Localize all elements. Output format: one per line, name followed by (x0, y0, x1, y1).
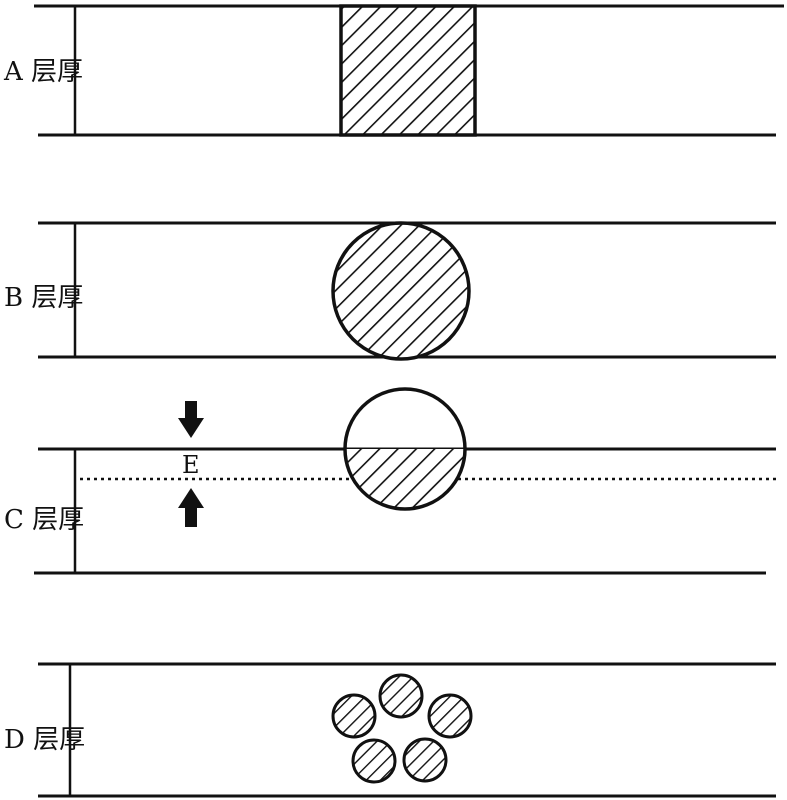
panel-c-label: C 层厚 (4, 505, 84, 535)
panel-d-small-circle (404, 739, 446, 781)
panel-c: C 层厚 E (4, 389, 776, 573)
panel-a: A 层厚 (3, 6, 784, 135)
panel-d-small-circle (353, 740, 395, 782)
panel-c-gap-label: E (182, 451, 200, 479)
panel-d-small-circle (333, 695, 375, 737)
down-arrow-icon (178, 401, 204, 438)
panel-a-square-object (341, 6, 475, 135)
panel-d: D 层厚 (4, 664, 776, 796)
panel-b-label: B 层厚 (4, 283, 83, 313)
panel-d-label: D 层厚 (4, 725, 85, 755)
panel-d-small-circle (429, 695, 471, 737)
panel-a-label: A 层厚 (3, 57, 83, 87)
up-arrow-icon (178, 488, 204, 527)
panel-b-circle-object (333, 223, 469, 359)
panel-b: B 层厚 (4, 223, 776, 359)
panel-d-small-circle (380, 675, 422, 717)
